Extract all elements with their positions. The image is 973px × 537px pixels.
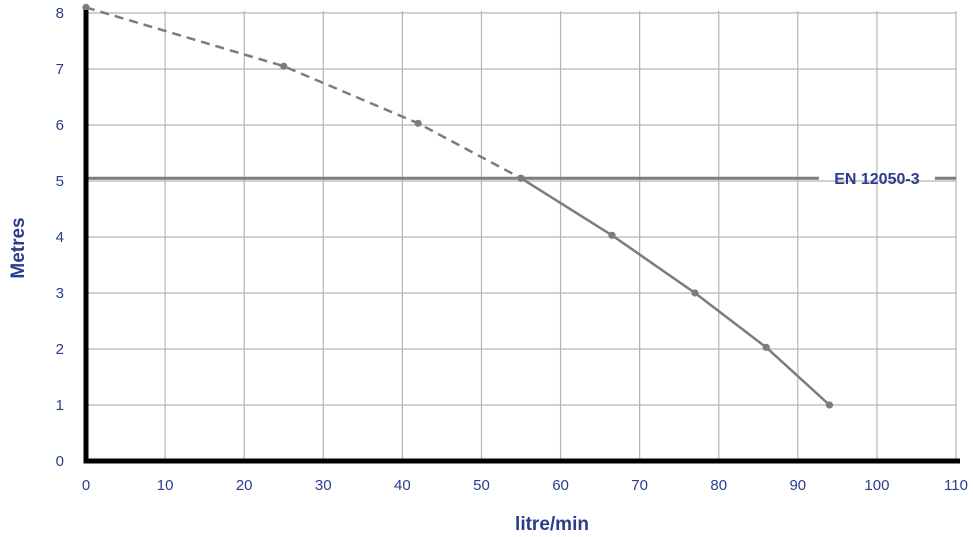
x-tick-label-70: 70 — [631, 477, 648, 494]
x-tick-label-0: 0 — [82, 477, 90, 494]
y-tick-label-8: 8 — [56, 5, 64, 22]
x-axis-title: litre/min — [515, 514, 589, 535]
x-tick-label-30: 30 — [315, 477, 332, 494]
data-point-66.5 — [608, 231, 616, 239]
data-point-94 — [825, 401, 834, 409]
y-tick-label-7: 7 — [56, 61, 64, 78]
tick-labels: 0 10 20 30 40 50 60 70 80 90 100 110 0 1 2 3 4 5 6 7 8 — [56, 5, 968, 494]
y-axis-title: Metres — [8, 217, 29, 278]
data-point-0 — [82, 3, 90, 11]
curve-dashed — [85, 6, 522, 180]
axes — [83, 10, 960, 464]
x-tick-label-100: 100 — [864, 477, 889, 494]
x-tick-label-40: 40 — [394, 477, 411, 494]
data-point-25 — [280, 62, 288, 70]
y-tick-label-2: 2 — [56, 341, 64, 358]
x-tick-label-110: 110 — [944, 477, 968, 494]
grid — [86, 11, 957, 461]
x-tick-label-50: 50 — [473, 477, 490, 494]
y-tick-label-6: 6 — [56, 117, 64, 134]
y-tick-label-5: 5 — [56, 173, 64, 190]
x-tick-label-90: 90 — [789, 477, 806, 494]
data-point-42 — [414, 119, 422, 127]
x-tick-label-10: 10 — [157, 477, 174, 494]
data-point-86 — [762, 343, 770, 351]
data-point-77 — [691, 289, 699, 297]
y-tick-label-3: 3 — [56, 285, 64, 302]
reference-line-group: EN 12050-3 — [86, 171, 956, 188]
curve-solid — [520, 177, 831, 406]
x-tick-label-80: 80 — [710, 477, 727, 494]
x-tick-label-20: 20 — [236, 477, 253, 494]
x-tick-label-60: 60 — [552, 477, 569, 494]
reference-line-label: EN 12050-3 — [834, 171, 919, 188]
y-tick-label-0: 0 — [56, 453, 64, 470]
y-tick-label-1: 1 — [56, 397, 64, 414]
curve-group — [82, 3, 834, 409]
y-tick-label-4: 4 — [56, 229, 64, 246]
